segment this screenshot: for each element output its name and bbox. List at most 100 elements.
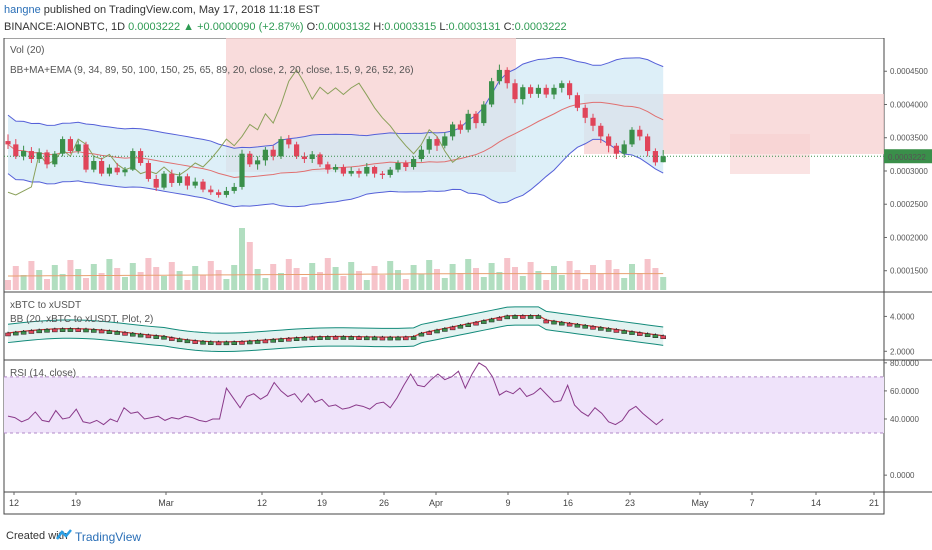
y-tick-label: 0.0004500 [890,67,928,76]
volume-bar [543,280,550,290]
xbtc-candle-body [44,329,50,333]
candle [278,136,284,160]
xbtc-candle-body [520,315,526,319]
candle-body [489,81,495,105]
close-label: C: [503,21,515,33]
candle-body [333,166,339,170]
volume-bar [114,268,121,290]
candle [44,149,50,169]
volume-bar [12,266,19,290]
candle [325,161,331,174]
volume-bar [340,276,347,290]
volume-bar [566,261,573,290]
volume-bar [176,271,183,290]
candle [481,101,487,126]
volume-bar [410,265,417,290]
candle-body [442,136,448,146]
candle [387,166,393,178]
candle-body [294,144,300,157]
xbtc-candle-body [481,320,487,324]
xbtc-candle-body [176,338,183,343]
xbtc-bb-lower [7,324,664,352]
author-link[interactable]: hangne [4,4,41,16]
volume-bar [551,266,557,290]
xbtc-candle-body [449,326,456,331]
rsi-band [4,376,884,434]
candle [465,109,471,133]
candle [637,125,643,141]
last-price: 0.0003222 [128,21,181,33]
volume-bar [59,274,66,290]
candle-body [145,163,151,179]
candle [247,151,253,167]
candle-body [434,139,440,146]
volume-bar [223,279,230,290]
xbtc-candle-body [13,331,19,336]
volume-bar [644,259,651,290]
candle-body [387,169,393,175]
xbtc-candle-body [293,337,300,341]
volume-bar [278,273,284,290]
candle [91,156,97,173]
publish-info: hangne published on TradingView.com, May… [4,4,320,16]
volume-bar [574,270,581,290]
bollinger-upper [7,57,664,149]
low-value: 0.0003131 [448,21,501,33]
candle [606,133,612,153]
xbtc-candle-body [418,332,425,337]
candle-body [348,170,354,174]
y-tick-label: 0.0000 [890,471,915,480]
xbtc-candle-body [153,335,159,339]
tradingview-brand[interactable]: TradingView [75,530,142,544]
candle-body [660,156,666,163]
candle [403,160,409,171]
candle [200,178,206,193]
candle [145,160,151,182]
candle-body [153,178,159,188]
xbtc-candle-body [106,330,113,334]
x-tick-label: 23 [625,498,635,508]
candle [442,132,448,149]
candle-body [543,87,549,95]
candle-body [325,164,331,170]
y-tick-label: 0.0003000 [890,167,928,176]
y-tick-label: 60.0000 [890,387,919,396]
volume-bar [527,262,534,290]
candle-body [60,139,66,154]
volume-bar [239,228,245,290]
candle-body [114,167,120,173]
candle [161,170,167,190]
candle [512,79,518,104]
volume-bar [90,264,97,290]
candle [294,141,300,160]
candle-body [637,129,643,137]
volume-legend: Vol (20) [10,45,44,56]
candle-body [278,139,284,157]
candle-body [28,151,34,160]
volume-bar [558,275,565,290]
volume-bar [67,260,74,290]
candle-body [5,141,11,145]
candle [574,92,580,112]
candle-body [262,149,268,161]
volume-bar [293,268,300,290]
high-label: H: [373,21,385,33]
candle-body [512,83,518,100]
xbtc-candle-body [660,335,666,340]
xbtc-candle-body [574,324,581,328]
ohlc-legend: BINANCE:AIONBTC, 1D 0.0003222 ▲ +0.00000… [4,21,567,33]
rsi-legend: RSI (14, close) [10,368,76,379]
xbtc-candle-body [200,341,206,345]
xbtc-candle-body [247,340,253,345]
candle-body [239,153,245,187]
candle-body [403,163,409,167]
created-with-text: Created with [6,530,68,542]
volume-bar [457,273,464,290]
candle-body [395,163,401,170]
candle [122,166,128,177]
volume-bar [83,278,89,290]
chart-canvas[interactable]: 0.0003222 0.0004500 0.0004000 0.0003500 0.00… [0,38,932,518]
candle-body [208,189,214,193]
xbtc-candle-body [496,317,503,321]
volume-bar [449,264,456,290]
